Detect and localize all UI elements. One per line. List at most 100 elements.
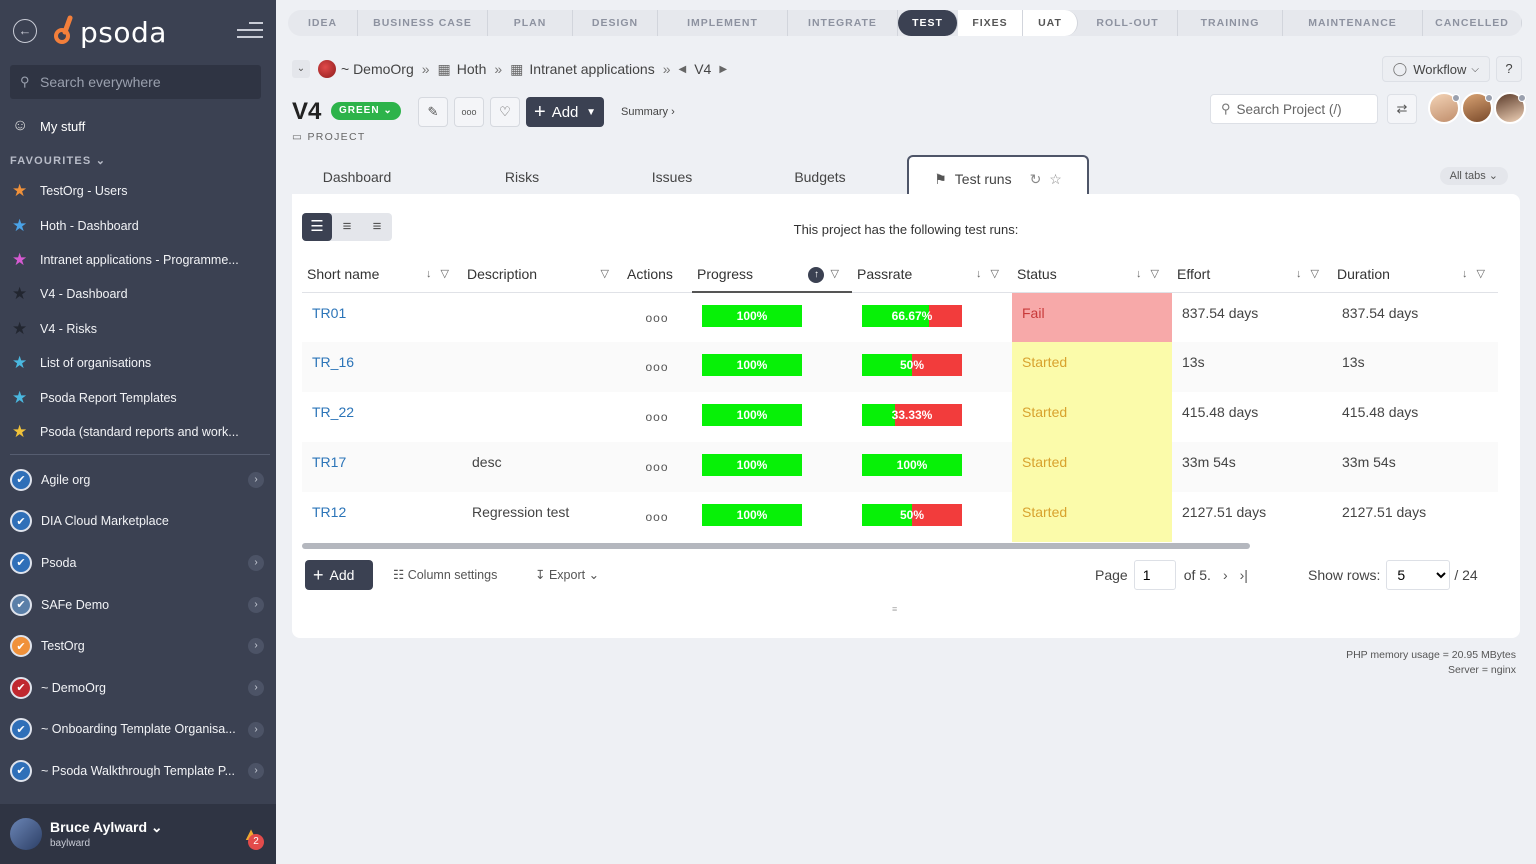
next-page-icon[interactable]: ›	[1222, 567, 1228, 583]
table-row[interactable]: TR12 Regression test ooo 100% 50% Started 2127…	[302, 492, 1498, 542]
dense-view-icon[interactable]: ≡	[372, 218, 382, 235]
favourite-item[interactable]: ★ Psoda Report Templates	[0, 380, 276, 414]
export-button[interactable]: ↧ Export ⌄	[535, 568, 600, 582]
test-run-link[interactable]: TR01	[312, 304, 347, 321]
edit-button[interactable]: ✎	[418, 97, 448, 127]
global-search-input[interactable]	[40, 74, 250, 90]
sort-filter-icons[interactable]: ↓ ▽	[425, 268, 452, 280]
project-search-input[interactable]	[1236, 101, 1367, 117]
tab-risks[interactable]: Risks	[504, 169, 540, 185]
favourite-item[interactable]: ★ TestOrg - Users	[0, 174, 276, 208]
stage-maintenance[interactable]: MAINTENANCE	[1283, 10, 1423, 36]
breadcrumb-project[interactable]: V4	[694, 61, 712, 77]
stage-roll-out[interactable]: ROLL-OUT	[1078, 10, 1178, 36]
row-actions-icon[interactable]: ooo	[645, 410, 669, 424]
row-actions-icon[interactable]: ooo	[645, 510, 669, 524]
expand-chevron-icon[interactable]: ›	[248, 472, 264, 488]
team-member-avatar[interactable]	[1461, 92, 1493, 124]
summary-link[interactable]: Summary ›	[621, 106, 675, 118]
column-header-status[interactable]: Status ↓ ▽	[1012, 256, 1172, 293]
column-header-duration[interactable]: Duration ↓ ▽	[1332, 256, 1498, 293]
tab-budgets[interactable]: Budgets	[794, 169, 846, 185]
table-row[interactable]: TR01 ooo 100% 66.67% Fail 837.54 days 837.54 d…	[302, 292, 1498, 342]
last-page-icon[interactable]: ›|	[1239, 567, 1248, 583]
organisation-item[interactable]: ✔ Psoda ›	[0, 542, 276, 584]
organisation-item[interactable]: ✔ ~ Onboarding Template Organisa... ›	[0, 709, 276, 751]
horizontal-scrollbar[interactable]	[302, 542, 1498, 550]
more-button[interactable]: ooo	[454, 97, 484, 127]
organisation-item[interactable]: ✔ ~ DemoOrg ›	[0, 667, 276, 709]
breadcrumb-org[interactable]: ~ DemoOrg	[341, 61, 414, 77]
sort-filter-icons[interactable]: ↓ ▽	[975, 268, 1002, 280]
share-button[interactable]: ⇄	[1387, 94, 1417, 124]
sort-filter-icons[interactable]: ↓ ▽	[1135, 268, 1162, 280]
stage-training[interactable]: TRAINING	[1178, 10, 1283, 36]
organisation-item[interactable]: ✔ Agile org ›	[0, 459, 276, 501]
test-run-link[interactable]: TR_22	[312, 404, 355, 420]
favourite-item[interactable]: ★ Hoth - Dashboard	[0, 208, 276, 242]
page-number-input[interactable]	[1133, 560, 1176, 590]
tab-issues[interactable]: Issues	[651, 169, 693, 185]
add-button[interactable]: + Add ▼	[526, 97, 604, 127]
organisation-item[interactable]: ✔ SAFe Demo ›	[0, 584, 276, 626]
stage-fixes[interactable]: FIXES	[958, 10, 1023, 36]
expand-chevron-icon[interactable]: ›	[248, 721, 264, 738]
column-header-passrate[interactable]: Passrate ↓ ▽	[852, 256, 1012, 293]
user-panel[interactable]: Bruce Aylward ⌄ baylward ▲ 2	[0, 804, 276, 864]
organisation-item[interactable]: ✔ TestOrg ›	[0, 625, 276, 667]
refresh-icon[interactable]: ↻	[1029, 171, 1042, 187]
stage-cancelled[interactable]: CANCELLED	[1423, 10, 1522, 36]
breadcrumb-programme[interactable]: Intranet applications	[529, 61, 655, 77]
help-button[interactable]: ?	[1496, 56, 1522, 82]
favourite-item[interactable]: ★ Intranet applications - Programme...	[0, 243, 276, 277]
filter-icon[interactable]: ▽	[600, 268, 612, 280]
sort-filter-icons[interactable]: ↑ ▽	[808, 267, 842, 283]
expand-chevron-icon[interactable]: ›	[248, 596, 264, 613]
breadcrumb-portfolio[interactable]: Hoth	[456, 61, 487, 77]
rag-status-badge[interactable]: GREEN ⌄	[331, 102, 401, 120]
previous-icon[interactable]: ◀	[678, 63, 687, 75]
column-header-description[interactable]: Description ▽	[462, 256, 622, 293]
sort-filter-icons[interactable]: ↓ ▽	[1461, 268, 1488, 280]
organisation-item[interactable]: ✔ DIA Cloud Marketplace	[0, 501, 276, 543]
stage-plan[interactable]: PLAN	[488, 10, 573, 36]
favourite-item[interactable]: ★ Psoda (standard reports and work...	[0, 415, 276, 449]
team-member-avatar[interactable]	[1428, 92, 1460, 124]
stage-idea[interactable]: IDEA	[288, 10, 358, 36]
expand-chevron-icon[interactable]: ›	[248, 638, 264, 655]
tab-dashboard[interactable]: Dashboard	[322, 169, 392, 185]
table-row[interactable]: TR_22 ooo 100% 33.33% Started 415.48 days 415.…	[302, 392, 1498, 442]
add-test-run-button[interactable]: + Add	[305, 560, 373, 590]
sort-filter-icons[interactable]: ↓ ▽	[1295, 268, 1322, 280]
scrollbar-thumb[interactable]	[302, 543, 1250, 549]
favourite-item[interactable]: ★ V4 - Risks	[0, 312, 276, 346]
test-run-link[interactable]: TR12	[312, 504, 347, 520]
table-row[interactable]: TR_16 ooo 100% 50% Started 13s 13s	[302, 342, 1498, 392]
expand-chevron-icon[interactable]: ›	[248, 555, 264, 572]
stage-integrate[interactable]: INTEGRATE	[788, 10, 898, 36]
back-icon[interactable]: ←	[13, 19, 37, 43]
stage-design[interactable]: DESIGN	[573, 10, 658, 36]
psoda-logo[interactable]: psoda	[52, 14, 167, 49]
table-row[interactable]: TR17 desc ooo 100% 100% Started 33m 54s 33m 54s	[302, 442, 1498, 492]
workflow-button[interactable]: ◯ Workflow ⌵	[1381, 56, 1490, 82]
stage-business-case[interactable]: BUSINESS CASE	[358, 10, 488, 36]
tab-test-runs[interactable]: ⚑ Test runs ↻ ☆	[907, 155, 1089, 195]
column-header-short-name[interactable]: Short name ↓ ▽	[302, 256, 462, 293]
column-settings-button[interactable]: ☷ Column settings	[393, 568, 498, 582]
stage-implement[interactable]: IMPLEMENT	[658, 10, 788, 36]
stage-uat[interactable]: UAT	[1023, 10, 1078, 36]
stage-test[interactable]: TEST	[898, 10, 958, 36]
row-actions-icon[interactable]: ooo	[622, 442, 692, 492]
favourites-heading[interactable]: FAVOURITES ⌄	[10, 155, 107, 167]
favourite-item[interactable]: ★ V4 - Dashboard	[0, 277, 276, 311]
row-actions-icon[interactable]: ooo	[622, 342, 692, 392]
team-member-avatar[interactable]	[1494, 92, 1526, 124]
favourite-item[interactable]: ★ List of organisations	[0, 346, 276, 380]
collapse-sidebar-icon[interactable]	[237, 22, 263, 40]
comfortable-view-icon[interactable]: ☰	[302, 213, 332, 241]
organisation-item[interactable]: ✔ ~ Psoda Walkthrough Template P... ›	[0, 750, 276, 792]
tag-button[interactable]: ♡	[490, 97, 520, 127]
column-header-progress[interactable]: Progress ↑ ▽	[692, 256, 852, 293]
all-tabs-button[interactable]: All tabs ⌄	[1439, 167, 1508, 185]
